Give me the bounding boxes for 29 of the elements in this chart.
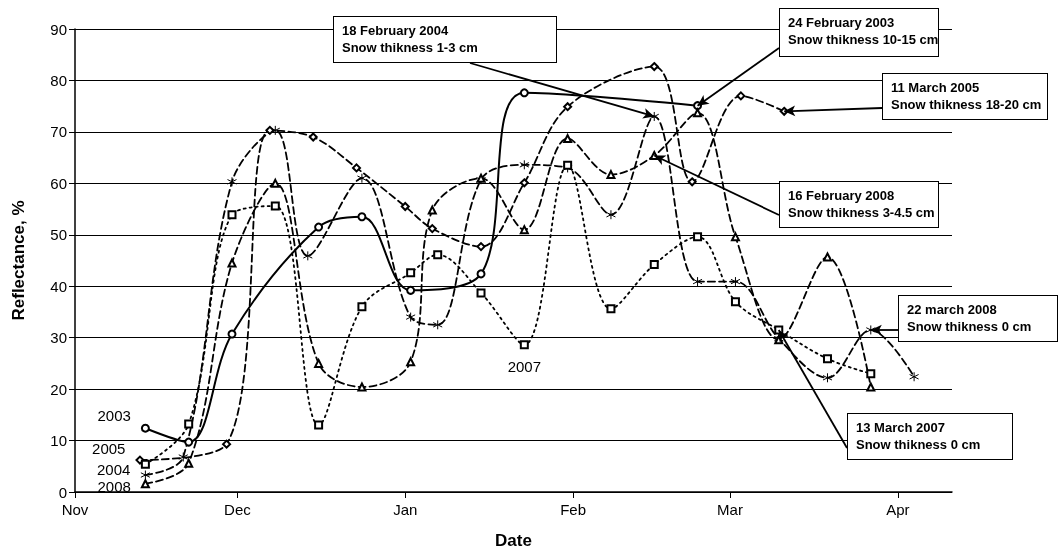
y-tick-label: 50: [50, 226, 67, 244]
y-tick-label: 20: [50, 380, 67, 398]
y-tick-label: 80: [50, 71, 67, 89]
callout-box: 22 march 2008 Snow thikness 0 cm: [898, 295, 1058, 342]
callout-box: 18 February 2004 Snow thikness 1-3 cm: [333, 16, 557, 63]
x-tick-label: Feb: [560, 501, 586, 518]
callout-box: 16 February 2008 Snow thikness 3-4.5 cm: [779, 181, 939, 228]
x-tick-label: Apr: [886, 501, 910, 518]
y-tick-label: 10: [50, 432, 67, 450]
y-tick-label: 0: [58, 483, 67, 501]
y-axis-title: Reflectance, %: [9, 200, 28, 321]
series-label: 2004: [97, 460, 131, 478]
series-label: 2005: [92, 439, 126, 457]
y-tick-label: 60: [50, 174, 67, 192]
y-tick-label: 40: [50, 277, 67, 295]
y-tick-label: 30: [50, 329, 67, 347]
series-label: 2008: [97, 478, 131, 496]
x-tick-label: Jan: [393, 501, 418, 518]
series-label: 2007: [507, 358, 542, 376]
callout-box: 24 February 2003 Snow thikness 10-15 cm: [779, 8, 939, 57]
x-axis-title: Date: [495, 531, 532, 550]
callout-box: 13 March 2007 Snow thikness 0 cm: [847, 413, 1013, 460]
callout-box: 11 March 2005 Snow thikness 18-20 cm: [882, 73, 1048, 120]
series-label: 2003: [97, 406, 131, 424]
x-tick-label: Nov: [61, 501, 89, 518]
x-tick-label: Dec: [224, 501, 252, 518]
y-tick-label: 70: [50, 123, 67, 141]
x-tick-label: Mar: [717, 501, 743, 518]
y-tick-label: 90: [50, 20, 67, 38]
